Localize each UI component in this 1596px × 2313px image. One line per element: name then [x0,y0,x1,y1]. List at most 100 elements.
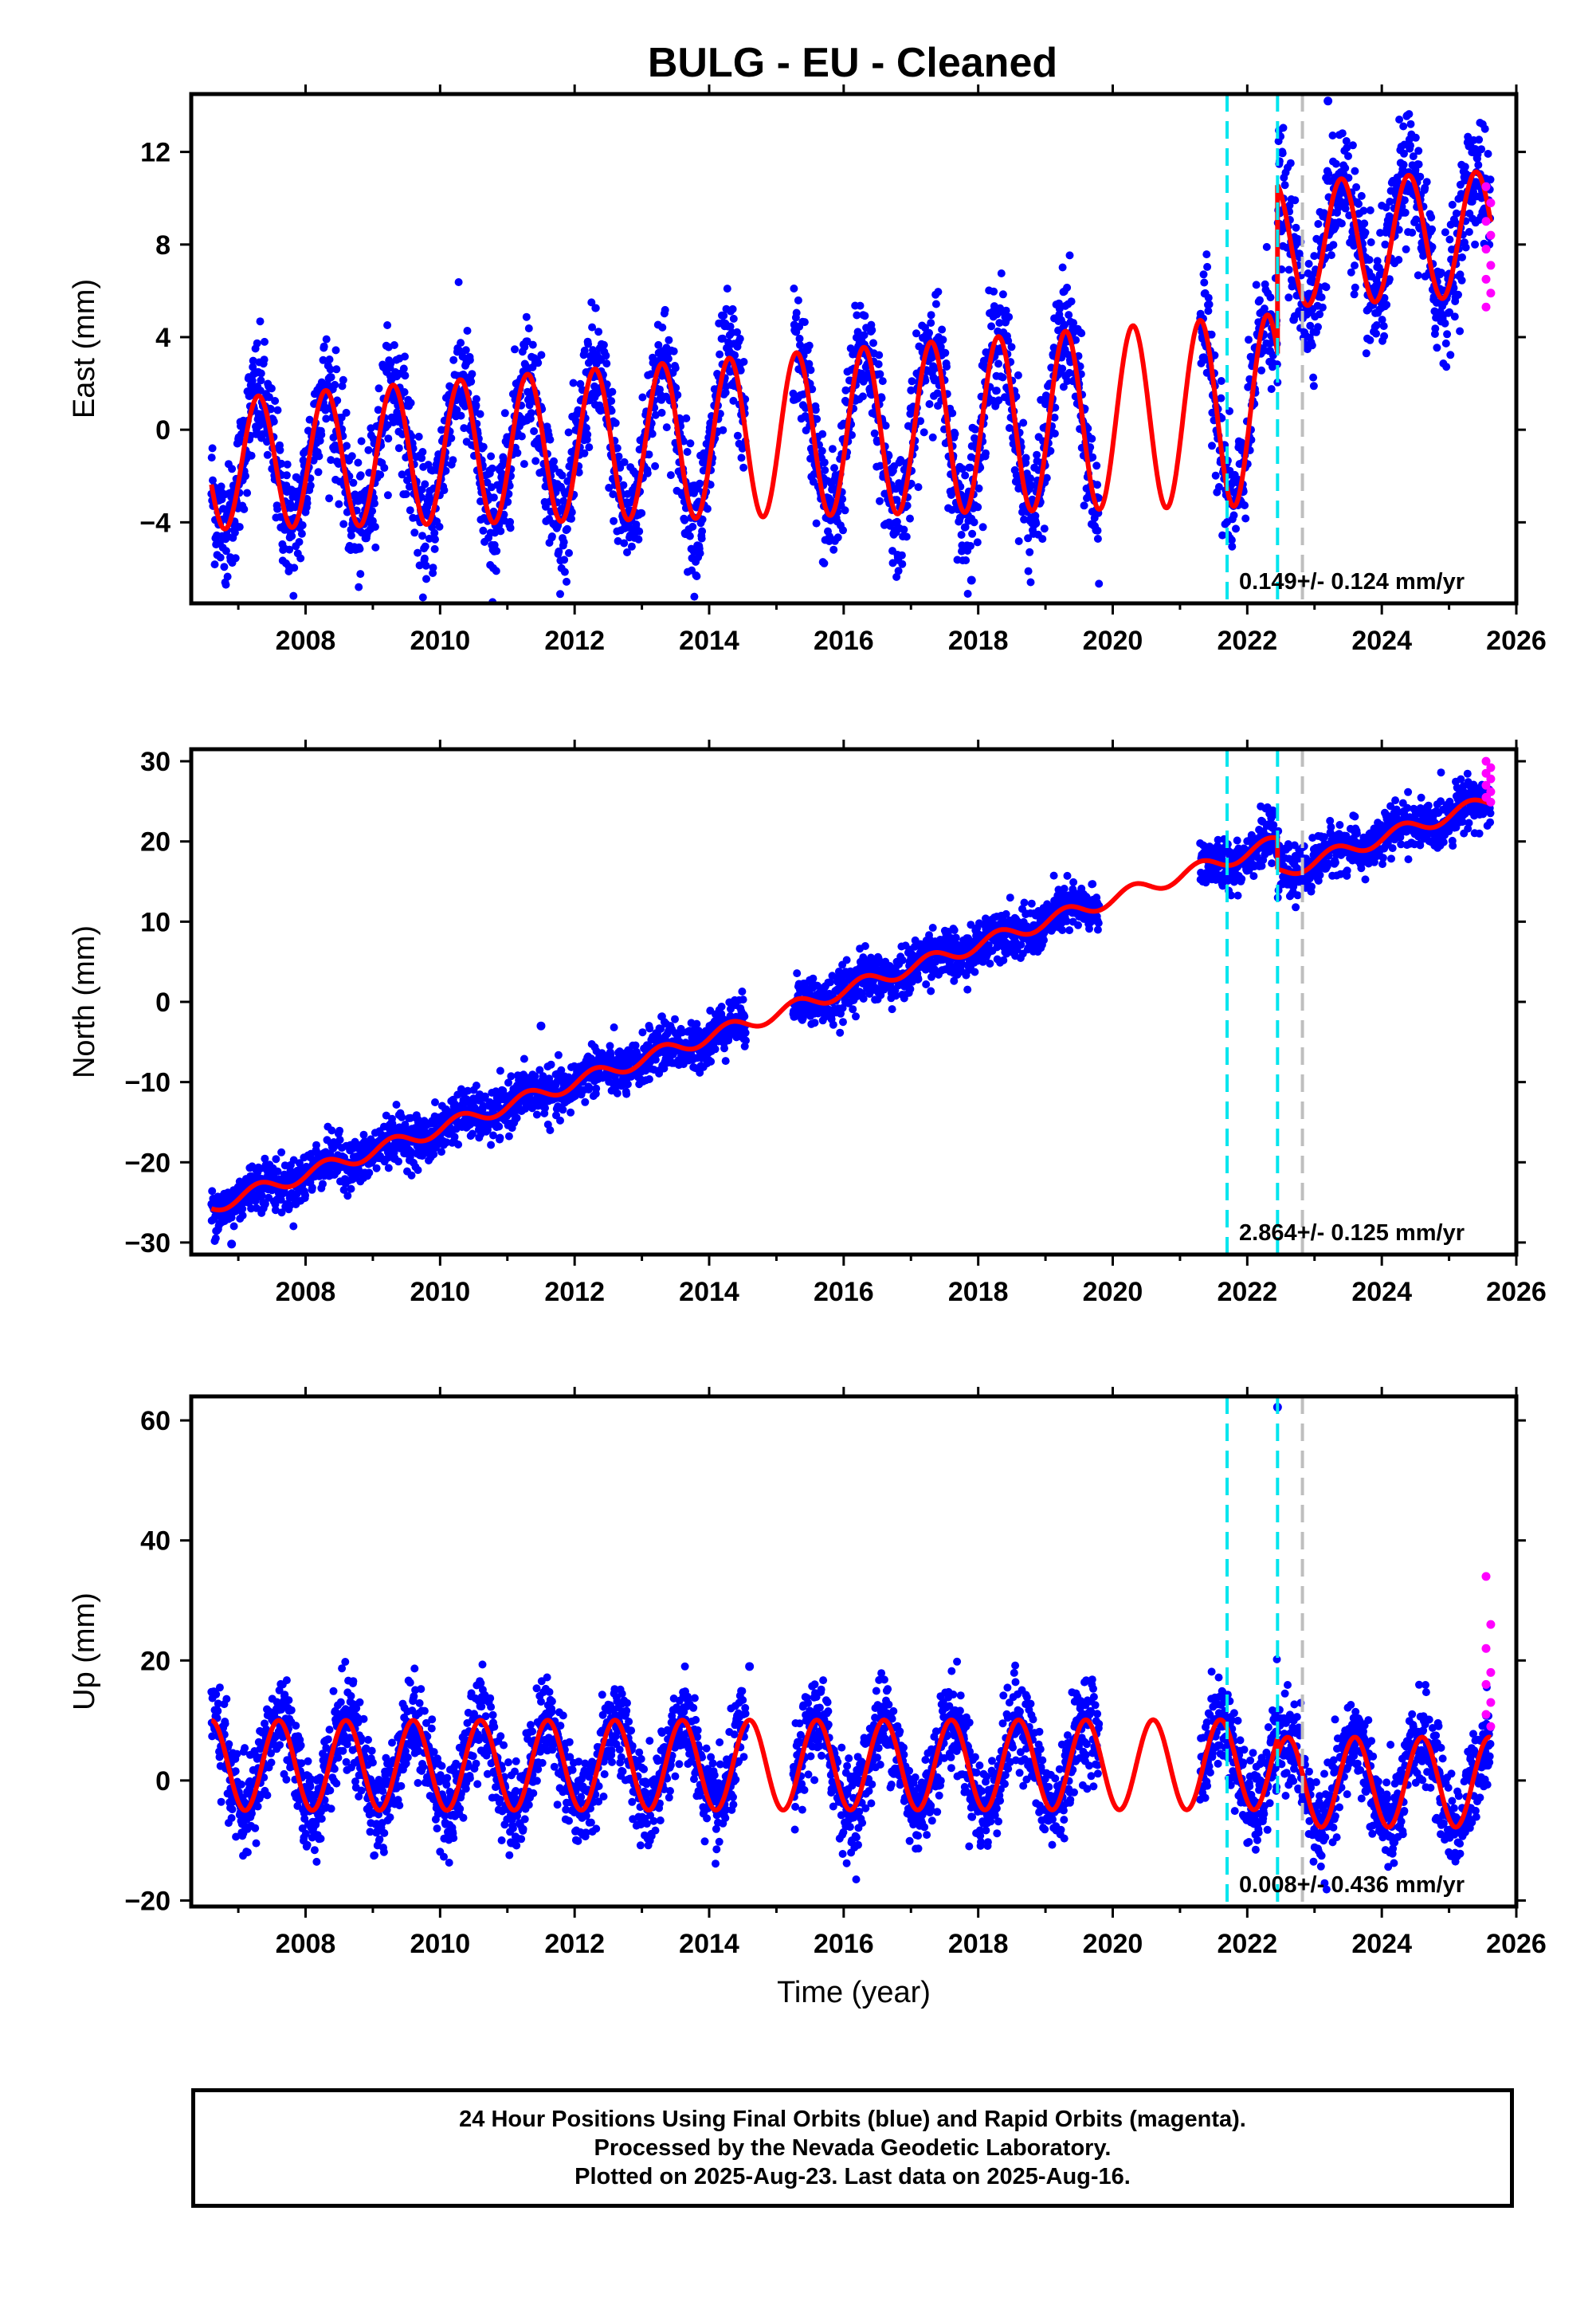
east-point [1217,377,1225,385]
east-point [296,554,305,563]
east-point [821,466,829,474]
east-point [1328,132,1337,139]
north-point [347,1184,355,1193]
east-point [900,525,908,534]
east-point [414,548,422,557]
east-point [316,437,324,445]
east-point [892,572,901,581]
east-point [285,545,294,554]
east-point [487,452,496,461]
east-point [1304,260,1313,268]
east-point [326,365,335,374]
east-point [371,523,379,531]
east-point [1284,293,1293,302]
north-point [554,1050,563,1059]
east-point [583,430,592,439]
east-point [794,296,802,304]
east-point [875,351,884,359]
east-point [907,386,916,395]
east-point [1365,256,1374,264]
east-point [339,375,347,384]
east-point [506,517,515,526]
east-point [327,456,335,465]
east-point [1092,461,1101,470]
east-point [841,506,849,515]
north-point [277,1148,286,1156]
east-point [733,328,741,336]
east-rapid-orbit-point [1486,198,1496,208]
east-point [1456,327,1465,336]
east-point [1361,228,1370,237]
east-point [661,305,669,314]
east-point [607,397,616,406]
east-point [420,554,429,563]
east-point [645,450,653,459]
east-point [331,380,339,389]
east-point [602,359,611,368]
east-point [288,532,296,540]
east-point [841,386,850,395]
east-point [1063,283,1072,292]
east-point [371,499,378,508]
east-point [1007,343,1016,351]
east-point [1461,163,1469,171]
east-point [303,499,312,508]
east-point [736,366,745,375]
east-point [394,444,403,453]
east-point [1414,160,1423,169]
east-point [971,425,979,434]
east-point [1067,297,1076,306]
east-point [1428,225,1437,234]
east-point [269,417,278,426]
east-point [231,554,240,563]
north-point [398,1113,406,1121]
east-point [1379,322,1388,331]
east-point [726,367,735,376]
east-point [267,384,276,393]
east-point [383,321,392,329]
east-point [805,341,814,350]
east-point [877,394,886,403]
east-point [1458,253,1466,261]
east-point [1229,511,1238,520]
east-point [1450,312,1459,321]
east-point [906,514,914,523]
east-point [400,388,409,396]
east-point [723,285,731,293]
east-point [591,304,600,312]
north-point [692,1019,701,1028]
east-point [1217,394,1225,403]
north-point [711,1045,720,1054]
east-point [208,444,217,453]
east-point [826,497,835,505]
east-point [386,359,395,367]
east-point [1267,385,1276,394]
east-point [611,418,620,427]
east-point [322,414,331,423]
east-point [616,463,625,472]
east-point [800,318,809,327]
east-point [1024,567,1033,575]
east-point [421,542,429,551]
east-point [220,563,229,571]
east-point [1416,172,1425,181]
east-point [465,355,474,364]
east-point [354,458,363,467]
north-point [504,1132,513,1141]
east-point [1441,319,1449,328]
east-point [257,369,265,378]
east-point [925,328,933,337]
east-point [1380,332,1389,340]
east-point [329,433,338,442]
north-point [437,1148,445,1156]
east-point [1093,481,1102,489]
east-x-tick-label: 2020 [1083,626,1143,656]
north-point [638,1028,647,1037]
east-point [356,570,365,579]
east-point [1399,122,1408,131]
east-point [818,446,826,455]
east-point [829,545,838,554]
east-point [317,430,326,439]
east-point [1317,293,1326,301]
east-point [207,454,216,462]
